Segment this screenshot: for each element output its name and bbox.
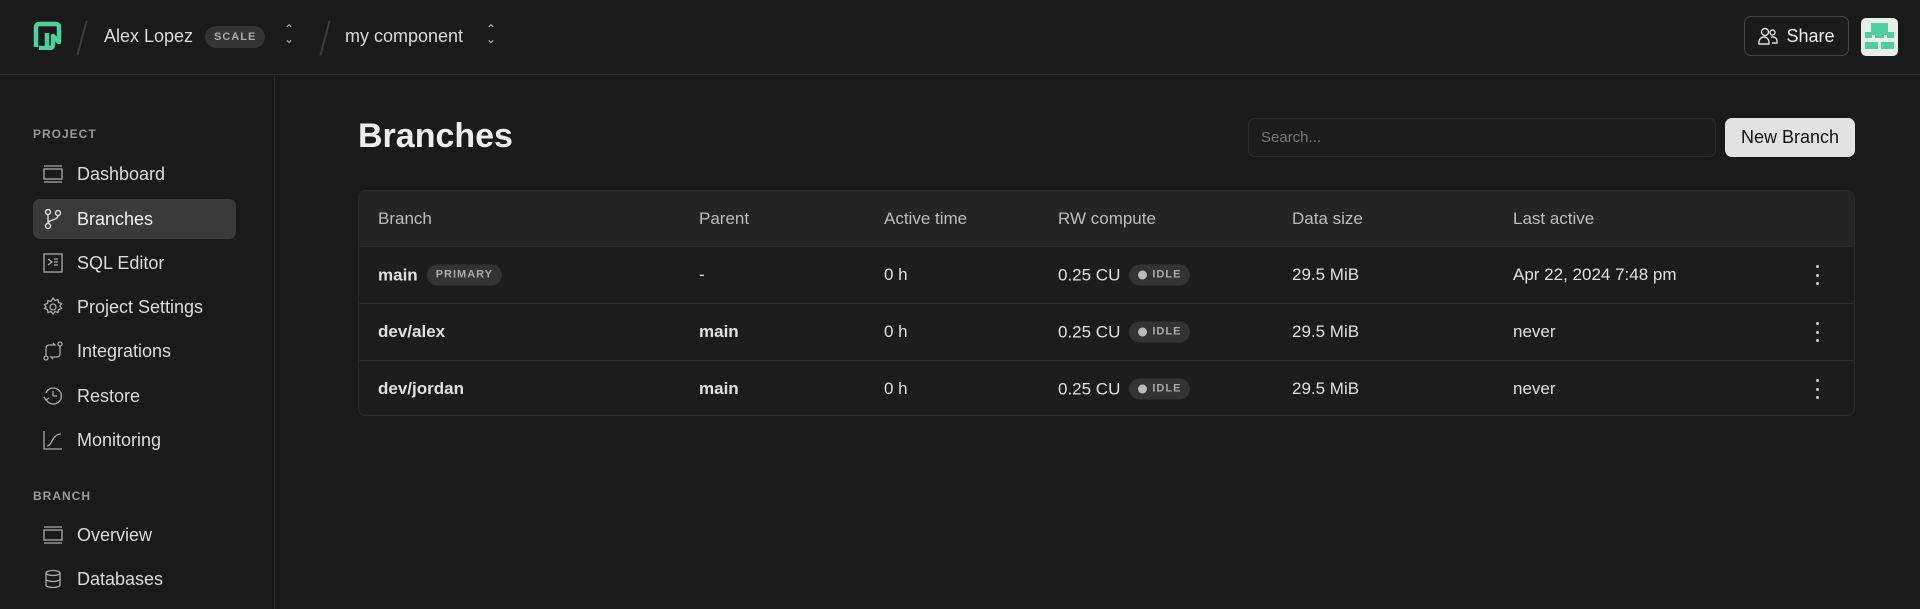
- workspace-name[interactable]: Alex Lopez: [104, 26, 194, 46]
- column-header-rw-compute[interactable]: RW compute: [1058, 208, 1156, 228]
- sidebar-item-label: Restore: [77, 385, 141, 406]
- parent: -: [699, 265, 705, 284]
- data-size: 29.5 MiB: [1292, 265, 1360, 284]
- sidebar-item-label: Dashboard: [77, 163, 166, 184]
- status-label: IDLE: [1152, 268, 1182, 281]
- sidebar-item-branches[interactable]: Branches: [33, 199, 236, 239]
- table-row[interactable]: dev/alex main 0 h 0.25 CU IDLE 29.5 MiB n…: [359, 303, 1854, 360]
- share-label: Share: [1786, 25, 1835, 46]
- sidebar: PROJECT Dashboard Branches SQL Editor Pr…: [0, 76, 275, 609]
- table-header: Branch Parent Active time RW compute Dat…: [359, 191, 1854, 246]
- chart-line-icon: [43, 431, 62, 450]
- sidebar-item-label: Integrations: [77, 340, 172, 361]
- branch-name[interactable]: main: [378, 265, 418, 284]
- compute: 0.25 CU: [1058, 379, 1121, 398]
- active-time: 0 h: [884, 322, 908, 341]
- history-icon: [43, 387, 62, 405]
- gear-icon: [43, 296, 63, 316]
- sidebar-item-sql-editor[interactable]: SQL Editor: [33, 243, 236, 283]
- last-active: never: [1513, 379, 1556, 398]
- column-header-last-active[interactable]: Last active: [1513, 208, 1595, 228]
- project-name[interactable]: my component: [345, 26, 464, 46]
- data-size: 29.5 MiB: [1292, 379, 1360, 398]
- plan-badge: SCALE: [205, 26, 266, 48]
- status-badge: IDLE: [1129, 264, 1191, 286]
- sidebar-item-label: Project Settings: [77, 296, 204, 317]
- last-active: never: [1513, 322, 1556, 341]
- parent[interactable]: main: [699, 379, 739, 398]
- column-header-data-size[interactable]: Data size: [1292, 208, 1363, 228]
- section-label-project: PROJECT: [33, 127, 97, 141]
- branch-name[interactable]: dev/jordan: [378, 379, 464, 398]
- breadcrumb-divider: [319, 20, 331, 56]
- table-row[interactable]: main PRIMARY - 0 h 0.25 CU IDLE 29.5 MiB A…: [359, 246, 1854, 303]
- breadcrumb-divider: [76, 20, 88, 56]
- status-dot-icon: [1138, 327, 1148, 337]
- sidebar-item-label: Monitoring: [77, 429, 162, 450]
- monitor-icon: [43, 165, 63, 183]
- new-branch-button[interactable]: New Branch: [1725, 118, 1855, 157]
- terminal-icon: [43, 253, 63, 273]
- sidebar-item-databases[interactable]: Databases: [33, 559, 236, 599]
- status-label: IDLE: [1152, 325, 1182, 338]
- status-badge: IDLE: [1129, 321, 1191, 343]
- sidebar-item-monitoring[interactable]: Monitoring: [33, 420, 236, 460]
- avatar[interactable]: [1861, 18, 1898, 56]
- status-badge: IDLE: [1129, 378, 1191, 400]
- monitor-icon: [43, 526, 63, 544]
- sidebar-item-label: Overview: [77, 524, 153, 545]
- status-dot-icon: [1138, 270, 1148, 280]
- sidebar-item-project-settings[interactable]: Project Settings: [33, 287, 236, 327]
- parent[interactable]: main: [699, 322, 739, 341]
- status-dot-icon: [1138, 384, 1148, 394]
- workspace-switcher-icon[interactable]: ⌃ ⌄: [283, 22, 295, 46]
- sidebar-item-dashboard[interactable]: Dashboard: [33, 154, 236, 194]
- share-button[interactable]: Share: [1744, 16, 1849, 56]
- integrations-icon: [43, 341, 63, 361]
- branch-name[interactable]: dev/alex: [378, 322, 446, 341]
- sidebar-item-label: Databases: [77, 568, 164, 589]
- neon-logo-icon[interactable]: [33, 21, 62, 50]
- sidebar-item-integrations[interactable]: Integrations: [33, 331, 236, 371]
- column-header-branch[interactable]: Branch: [378, 208, 432, 228]
- sidebar-item-label: Branches: [77, 208, 154, 229]
- section-label-branch: BRANCH: [33, 489, 91, 503]
- table-row[interactable]: dev/jordan main 0 h 0.25 CU IDLE 29.5 MiB…: [359, 360, 1854, 415]
- more-actions-icon[interactable]: [1811, 265, 1823, 285]
- branches-table: Branch Parent Active time RW compute Dat…: [358, 190, 1855, 416]
- active-time: 0 h: [884, 379, 908, 398]
- column-header-parent[interactable]: Parent: [699, 208, 750, 228]
- primary-badge: PRIMARY: [426, 264, 503, 286]
- sidebar-item-overview[interactable]: Overview: [33, 515, 236, 555]
- compute: 0.25 CU: [1058, 322, 1121, 341]
- data-size: 29.5 MiB: [1292, 322, 1360, 341]
- last-active: Apr 22, 2024 7:48 pm: [1513, 265, 1677, 284]
- branch-icon: [44, 208, 62, 230]
- search-input[interactable]: [1248, 118, 1716, 157]
- more-actions-icon[interactable]: [1811, 322, 1823, 342]
- users-icon: [1758, 27, 1779, 45]
- project-switcher-icon[interactable]: ⌃ ⌄: [485, 22, 497, 46]
- active-time: 0 h: [884, 265, 908, 284]
- more-actions-icon[interactable]: [1811, 379, 1823, 399]
- database-icon: [45, 569, 61, 589]
- column-header-active-time[interactable]: Active time: [884, 208, 968, 228]
- compute: 0.25 CU: [1058, 265, 1121, 284]
- status-label: IDLE: [1152, 382, 1182, 395]
- page-title: Branches: [358, 117, 513, 155]
- sidebar-item-restore[interactable]: Restore: [33, 376, 236, 416]
- top-bar: Alex Lopez SCALE ⌃ ⌄ my component ⌃ ⌄ Shar…: [0, 0, 1920, 75]
- sidebar-item-label: SQL Editor: [77, 252, 165, 273]
